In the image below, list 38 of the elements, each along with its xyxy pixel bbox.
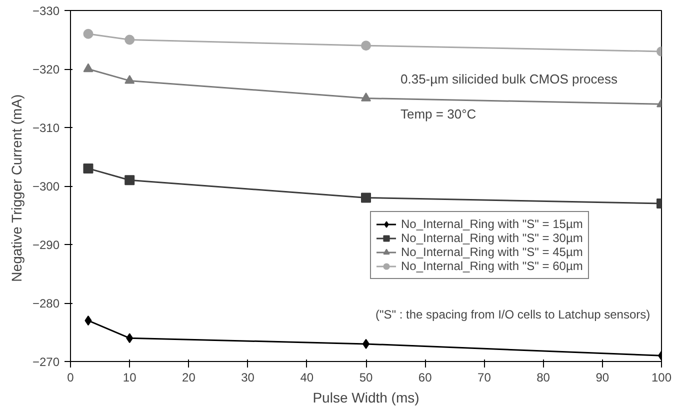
point <box>361 40 371 51</box>
x-tick-label: 90 <box>596 370 610 384</box>
y-axis-title: Negative Trigger Current (mA) <box>8 94 24 282</box>
legend-label: No_Internal_Ring with "S" = 30µm <box>401 231 583 245</box>
x-tick-label: 40 <box>300 370 314 384</box>
x-tick-label: 50 <box>359 370 373 384</box>
x-tick-label: 20 <box>182 370 196 384</box>
annotation: 0.35-µm silicided bulk CMOS process <box>400 72 618 86</box>
legend-label: No_Internal_Ring with "S" = 60µm <box>401 259 583 273</box>
annotation: ("S" : the spacing from I/O cells to Latchup sensors) <box>376 308 650 322</box>
y-tick-label: −300 <box>32 180 60 194</box>
point <box>361 92 371 102</box>
x-tick-label: 30 <box>241 370 255 384</box>
annotation: Temp = 30°C <box>400 106 476 122</box>
point <box>84 316 92 326</box>
x-tick-label: 80 <box>536 370 550 384</box>
y-tick-label: −290 <box>32 238 60 252</box>
point <box>361 192 371 203</box>
x-tick-label: 70 <box>478 370 492 384</box>
x-axis-title: Pulse Width (ms) <box>312 390 420 406</box>
point <box>83 28 94 39</box>
y-tick-label: −320 <box>32 62 60 76</box>
point <box>124 34 135 45</box>
x-tick-label: 0 <box>67 370 74 384</box>
y-tick-label: −330 <box>32 4 60 18</box>
point <box>83 63 94 72</box>
point <box>83 163 94 174</box>
legend-label: No_Internal_Ring with "S" = 45µm <box>401 245 583 259</box>
x-tick-label: 100 <box>651 370 672 384</box>
x-tick-label: 10 <box>122 370 137 384</box>
x-tick-label: 60 <box>418 370 432 384</box>
point <box>124 75 135 84</box>
y-tick-label: −310 <box>32 121 60 135</box>
legend-label: No_Internal_Ring with "S" = 15µm <box>401 217 583 231</box>
point <box>126 333 134 344</box>
y-tick-label: −280 <box>32 296 60 310</box>
point <box>124 175 135 186</box>
y-tick-label: −270 <box>32 355 60 369</box>
